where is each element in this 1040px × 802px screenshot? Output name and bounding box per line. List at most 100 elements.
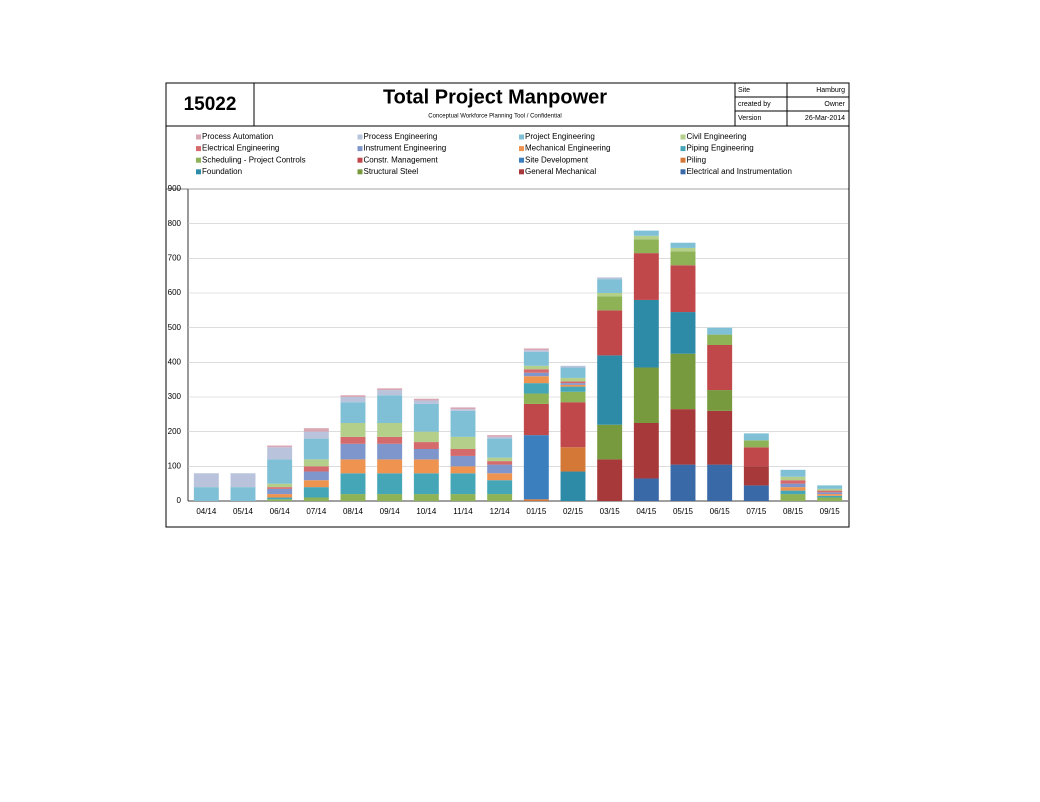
- x-tick-label: 04/15: [636, 507, 657, 516]
- y-tick-label: 900: [168, 184, 182, 193]
- y-tick-label: 0: [177, 496, 182, 505]
- bar-segment: [670, 265, 696, 313]
- subtitle: Conceptual Workforce Planning Tool / Con…: [428, 114, 562, 120]
- bar-segment: [267, 483, 293, 488]
- x-tick-label: 03/15: [600, 507, 621, 516]
- bar-segment: [487, 494, 513, 501]
- legend-label: Piling: [687, 155, 707, 164]
- bar-segment: [413, 431, 439, 443]
- bar-segment: [450, 449, 476, 456]
- bar-segment: [523, 393, 549, 404]
- bar-segment: [523, 350, 549, 352]
- bar-segment: [487, 480, 513, 495]
- legend-label: Structural Steel: [364, 167, 419, 176]
- x-tick-label: 08/15: [783, 507, 804, 516]
- bar-segment: [670, 464, 696, 501]
- bar-segment: [267, 459, 293, 484]
- x-tick-label: 04/14: [196, 507, 217, 516]
- bar-segment: [707, 327, 733, 335]
- bar-segment: [817, 497, 843, 501]
- bar-segment: [267, 447, 293, 460]
- bar-segment: [377, 459, 403, 474]
- bar-segment: [523, 369, 549, 373]
- bar-segment: [597, 310, 623, 356]
- bar-segment: [780, 490, 806, 495]
- bar-segment: [707, 345, 733, 391]
- bar-segment: [413, 459, 439, 474]
- legend-label: Constr. Management: [364, 155, 439, 164]
- bar-segment: [817, 492, 843, 495]
- x-tick-label: 09/14: [380, 507, 401, 516]
- bar-segment: [670, 242, 696, 248]
- bar-segment: [670, 247, 696, 252]
- legend-swatch: [519, 157, 524, 163]
- bar-segment: [340, 395, 366, 397]
- bar-segment: [340, 397, 366, 403]
- bar-segment: [377, 423, 403, 437]
- bar-segment: [597, 459, 623, 501]
- bar-segment: [560, 447, 586, 472]
- legend-swatch: [196, 169, 201, 175]
- bar-segment: [597, 355, 623, 425]
- title: Total Project Manpower: [383, 86, 607, 108]
- bar-segment: [377, 436, 403, 444]
- bar-segment: [780, 487, 806, 491]
- legend-label: Electrical Engineering: [202, 144, 279, 153]
- bar-segment: [523, 376, 549, 384]
- bar-segment: [633, 423, 659, 479]
- bar-segment: [267, 445, 293, 448]
- bar-segment: [560, 367, 586, 378]
- legend-swatch: [680, 169, 686, 175]
- legend-label: Mechanical Engineering: [525, 144, 610, 153]
- x-tick-label: 05/15: [673, 507, 694, 516]
- bar-segment: [633, 478, 659, 501]
- bar-segment: [597, 293, 623, 297]
- info-value: Hamburg: [816, 87, 845, 94]
- legend-label: Process Engineering: [364, 132, 438, 141]
- bar-segment: [230, 487, 256, 501]
- bar-segment: [230, 473, 256, 488]
- bar-segment: [633, 367, 659, 423]
- bar-segment: [817, 494, 843, 496]
- bar-segment: [523, 435, 549, 500]
- bar-segment: [780, 476, 806, 481]
- bar-segment: [817, 490, 843, 493]
- bar-segment: [817, 485, 843, 489]
- bar-segment: [487, 464, 513, 474]
- bar-segment: [597, 279, 623, 293]
- bar-segment: [450, 407, 476, 410]
- bar-segment: [450, 473, 476, 495]
- bar-segment: [707, 390, 733, 411]
- bar-segment: [817, 488, 843, 491]
- bar-segment: [193, 487, 219, 501]
- bar-segment: [743, 433, 769, 441]
- bar-segment: [267, 494, 293, 498]
- bar-segment: [487, 457, 513, 462]
- bar-segment: [560, 471, 586, 501]
- legend-swatch: [196, 157, 201, 163]
- info-label: Site: [738, 87, 750, 94]
- bar-segment: [377, 388, 403, 391]
- bar-segment: [450, 494, 476, 501]
- bar-segment: [597, 296, 623, 311]
- bar-segment: [560, 377, 586, 382]
- legend-label: Foundation: [202, 167, 242, 176]
- bar-segment: [633, 299, 659, 368]
- bar-segment: [267, 497, 293, 500]
- legend-label: General Mechanical: [525, 167, 596, 176]
- bar-segment: [670, 353, 696, 410]
- bar-segment: [303, 466, 329, 472]
- bar-segment: [743, 466, 769, 486]
- bar-segment: [340, 436, 366, 444]
- x-tick-label: 09/15: [820, 507, 841, 516]
- y-tick-label: 200: [168, 427, 182, 436]
- bar-segment: [743, 447, 769, 467]
- bar-segment: [377, 395, 403, 423]
- bar-segment: [670, 251, 696, 266]
- bar-segment: [267, 487, 293, 489]
- bar-segment: [303, 459, 329, 467]
- legend-swatch: [519, 169, 524, 175]
- bar-segment: [743, 485, 769, 501]
- bar-segment: [523, 348, 549, 351]
- bar-segment: [413, 403, 439, 432]
